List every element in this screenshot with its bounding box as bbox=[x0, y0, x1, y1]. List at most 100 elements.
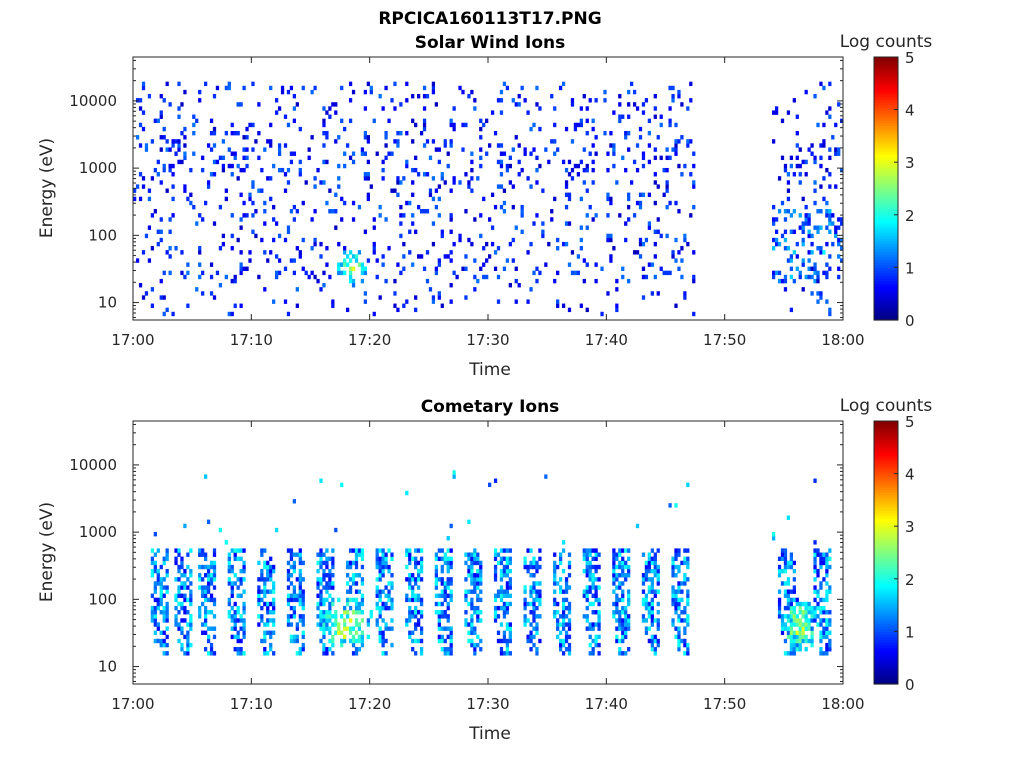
spectrogram-cell bbox=[431, 139, 436, 144]
spectrogram-cell bbox=[251, 200, 255, 206]
spectrogram-cell bbox=[559, 85, 563, 91]
spectrogram-cell bbox=[269, 642, 273, 648]
spectrogram-cell bbox=[298, 601, 302, 607]
spectrogram-cell bbox=[260, 597, 264, 603]
colorbar-segment bbox=[874, 439, 898, 443]
spectrogram-cell bbox=[212, 564, 217, 570]
spectrogram-cell bbox=[180, 626, 184, 631]
spectrogram-cell bbox=[446, 536, 450, 541]
spectrogram-cell bbox=[449, 139, 453, 144]
colorbar-segment bbox=[874, 264, 898, 268]
spectrogram-cell bbox=[526, 634, 530, 640]
spectrogram-cell bbox=[292, 564, 297, 570]
spectrogram-cell bbox=[665, 233, 669, 239]
spectrogram-cell bbox=[310, 270, 314, 276]
spectrogram-cell bbox=[825, 225, 829, 230]
spectrogram-cell bbox=[476, 573, 480, 578]
spectrogram-cell bbox=[822, 176, 826, 181]
spectrogram-cell bbox=[822, 597, 826, 603]
spectrogram-cell bbox=[159, 589, 163, 594]
spectrogram-cell bbox=[505, 560, 510, 566]
spectrogram-cell bbox=[618, 638, 622, 644]
spectrogram-cell bbox=[206, 573, 211, 578]
spectrogram-cell bbox=[204, 200, 208, 206]
y-tick-label: 100 bbox=[88, 590, 117, 608]
colorbar-segment bbox=[874, 578, 898, 583]
spectrogram-cell bbox=[644, 601, 649, 607]
spectrogram-cell bbox=[671, 250, 675, 255]
spectrogram-cell bbox=[816, 601, 820, 607]
spectrogram-cell bbox=[230, 163, 234, 169]
spectrogram-cell bbox=[470, 642, 474, 648]
spectrogram-cell bbox=[272, 564, 276, 570]
colorbar-segment bbox=[874, 288, 898, 292]
spectrogram-cell bbox=[582, 589, 586, 594]
spectrogram-cell bbox=[372, 311, 376, 317]
spectrogram-cell bbox=[638, 204, 643, 210]
spectrogram-cell bbox=[242, 167, 246, 173]
spectrogram-cell bbox=[165, 618, 169, 623]
spectrogram-cell bbox=[319, 614, 323, 619]
spectrogram-cell bbox=[183, 573, 187, 578]
spectrogram-cell bbox=[585, 568, 589, 574]
spectrogram-cell bbox=[615, 634, 619, 640]
spectrogram-cell bbox=[804, 610, 808, 615]
spectrogram-cell bbox=[650, 638, 654, 644]
spectrogram-cell bbox=[221, 163, 226, 169]
spectrogram-cell bbox=[313, 85, 317, 91]
spectrogram-cell bbox=[594, 548, 598, 553]
spectrogram-cell bbox=[443, 593, 447, 599]
spectrogram-cell bbox=[192, 122, 196, 128]
spectrogram-cell bbox=[266, 568, 270, 574]
spectrogram-cell bbox=[579, 118, 583, 124]
spectrogram-cell bbox=[535, 102, 539, 107]
spectrogram-cell bbox=[493, 548, 498, 553]
spectrogram-cell bbox=[529, 287, 533, 292]
spectrogram-cell bbox=[618, 573, 622, 578]
spectrogram-cell bbox=[624, 622, 628, 627]
spectrogram-cell bbox=[425, 209, 430, 214]
colorbar-segment bbox=[874, 280, 898, 284]
colorbar-segment bbox=[874, 220, 898, 224]
spectrogram-cell bbox=[476, 552, 480, 557]
spectrogram-cell bbox=[783, 626, 788, 631]
spectrogram-cell bbox=[263, 560, 267, 566]
spectrogram-cell bbox=[260, 605, 264, 611]
spectrogram-cell bbox=[780, 552, 785, 557]
spectrogram-cell bbox=[295, 303, 299, 308]
spectrogram-cell bbox=[786, 581, 791, 586]
spectrogram-cell bbox=[165, 552, 169, 557]
spectrogram-cell bbox=[567, 221, 572, 226]
spectrogram-cell bbox=[627, 601, 631, 607]
spectrogram-cell bbox=[650, 597, 654, 603]
spectrogram-cell bbox=[230, 568, 234, 574]
spectrogram-cell bbox=[331, 548, 335, 553]
spectrogram-cell bbox=[319, 564, 323, 570]
x-tick-label: 17:40 bbox=[585, 331, 628, 349]
spectrogram-cell bbox=[408, 552, 412, 557]
spectrogram-cell bbox=[479, 163, 483, 169]
spectrogram-cell bbox=[419, 560, 424, 566]
spectrogram-cell bbox=[348, 618, 353, 623]
spectrogram-cell bbox=[479, 135, 483, 140]
spectrogram-cell bbox=[162, 593, 166, 599]
colorbar-segment bbox=[874, 452, 898, 456]
spectrogram-cell bbox=[550, 93, 554, 99]
spectrogram-cell bbox=[523, 605, 527, 611]
spectrogram-cell bbox=[381, 568, 385, 574]
spectrogram-cells bbox=[150, 470, 832, 656]
spectrogram-cell bbox=[153, 605, 157, 611]
spectrogram-cell bbox=[322, 130, 326, 136]
spectrogram-cell bbox=[612, 246, 616, 251]
spectrogram-cell bbox=[615, 597, 619, 603]
spectrogram-cell bbox=[331, 102, 335, 107]
spectrogram-cell bbox=[825, 622, 829, 627]
spectrogram-cell bbox=[564, 589, 569, 594]
spectrogram-cell bbox=[198, 577, 202, 582]
spectrogram-cell bbox=[804, 221, 808, 226]
spectrogram-cell bbox=[798, 172, 802, 177]
spectrogram-cell bbox=[499, 573, 504, 578]
spectrogram-cell bbox=[541, 233, 545, 239]
spectrogram-cell bbox=[289, 573, 294, 578]
spectrogram-cell bbox=[624, 130, 628, 136]
